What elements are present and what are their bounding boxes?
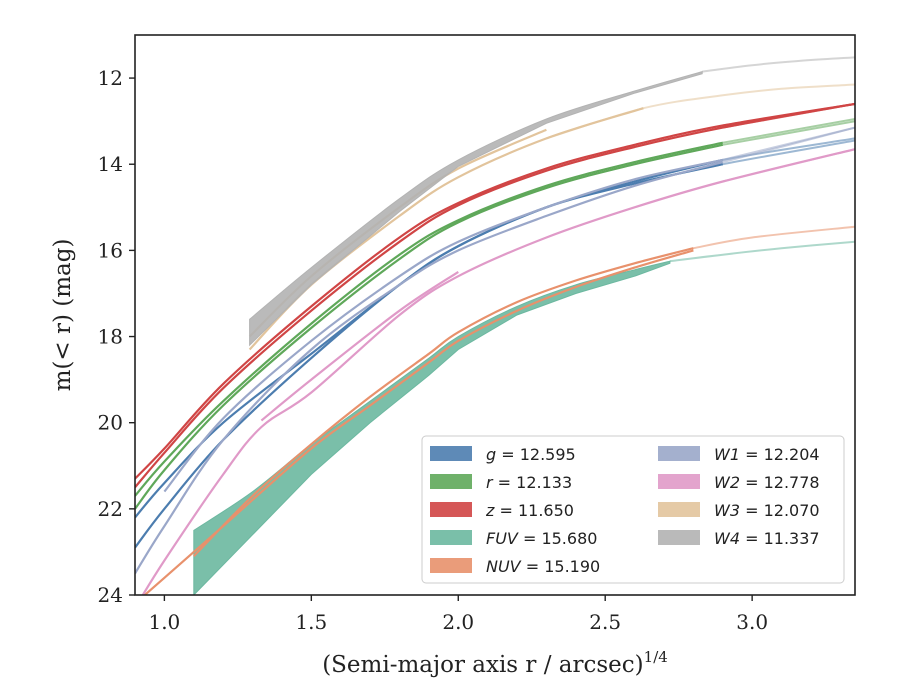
legend-item-nuv: NUV = 15.190 (430, 557, 600, 576)
y-axis-label: m(< r) (mag) (50, 239, 76, 392)
series-z-primary-line (135, 102, 855, 480)
series-w2-primary-line (141, 148, 855, 595)
legend-swatch (430, 558, 472, 573)
series-w1-secondary-line (163, 158, 724, 493)
x-tick-label: 3.0 (736, 610, 768, 634)
series-r-secondary-line (135, 143, 724, 510)
ticks-layer: 1.0 1.5 2.0 2.5 3.0 12 14 16 18 20 22 24 (98, 66, 769, 634)
legend-swatch (430, 502, 472, 517)
y-tick-label: 22 (98, 497, 123, 521)
legend-swatch (430, 530, 472, 545)
y-tick-label: 20 (98, 411, 123, 435)
legend-label: z = 11.650 (485, 501, 574, 520)
plot-frame (134, 34, 856, 596)
series-w2 (141, 148, 855, 595)
legend-item-r: r = 12.133 (430, 473, 572, 492)
legend-label: FUV = 15.680 (486, 529, 597, 548)
series-nuv-primary-line (193, 247, 694, 557)
legend-swatch (658, 446, 700, 461)
legend-label: W4 = 11.337 (714, 529, 820, 548)
series-w1 (135, 126, 855, 575)
x-tick-label: 2.5 (589, 610, 621, 634)
series-w4-extrapolation (702, 56, 855, 73)
legend-swatch (658, 474, 700, 489)
series-z-secondary-line (135, 102, 855, 489)
y-tick-label: 24 (98, 583, 123, 607)
legend: g = 12.595 r = 12.133 z = 11.650 FUV = 15.6… (421, 435, 845, 584)
x-axis-label: (Semi-major axis r / arcsec)1/4 (322, 648, 668, 678)
series-layer (135, 56, 855, 595)
series-fuv-extrapolation (669, 240, 855, 263)
series-nuv-secondary-line (143, 249, 694, 595)
legend-item-g: g = 12.595 (430, 445, 576, 464)
legend-item-w2: W2 = 12.778 (658, 473, 820, 492)
y-tick-label: 16 (98, 238, 123, 262)
legend-item-w3: W3 = 12.070 (658, 501, 820, 520)
series-r (135, 118, 855, 510)
x-tick-label: 1.5 (295, 610, 327, 634)
series-r-secondary-tail (722, 120, 855, 146)
series-w1-primary-line (135, 161, 724, 575)
series-w3-primary-tail (546, 83, 855, 140)
series-nuv-primary-tail (693, 225, 855, 250)
legend-label: W3 = 12.070 (714, 501, 820, 520)
series-w4 (249, 56, 855, 347)
y-tick-label: 14 (98, 152, 123, 176)
series-r-primary-tail (722, 118, 855, 144)
legend-label: W1 = 12.204 (714, 445, 820, 464)
legend-swatch (430, 474, 472, 489)
legend-label: g = 12.595 (486, 445, 576, 464)
legend-swatch (658, 530, 700, 545)
y-tick-label: 12 (98, 66, 123, 90)
legend-label: W2 = 12.778 (714, 473, 820, 492)
series-z (135, 102, 855, 489)
series-z-secondary-tail (722, 102, 855, 129)
series-w2-secondary-line (260, 270, 459, 422)
legend-box (421, 435, 845, 584)
x-axis-label-exponent: 1/4 (644, 648, 668, 666)
series-nuv (143, 225, 855, 595)
legend-item-w1: W1 = 12.204 (658, 445, 820, 464)
legend-swatch (658, 502, 700, 517)
y-tick-label: 18 (98, 325, 123, 349)
legend-swatch (430, 446, 472, 461)
legend-item-w4: W4 = 11.337 (658, 529, 820, 548)
legend-label: NUV = 15.190 (486, 557, 600, 576)
series-r-primary-line (135, 141, 724, 497)
legend-label: r = 12.133 (486, 473, 572, 492)
legend-item-z: z = 11.650 (430, 501, 574, 520)
series-w1-secondary-tail (722, 126, 855, 161)
x-tick-label: 1.0 (148, 610, 180, 634)
legend-item-fuv: FUV = 15.680 (430, 529, 597, 548)
series-w2-primary-tail (722, 148, 855, 183)
x-tick-label: 2.0 (442, 610, 474, 634)
series-w4-band (249, 70, 703, 347)
